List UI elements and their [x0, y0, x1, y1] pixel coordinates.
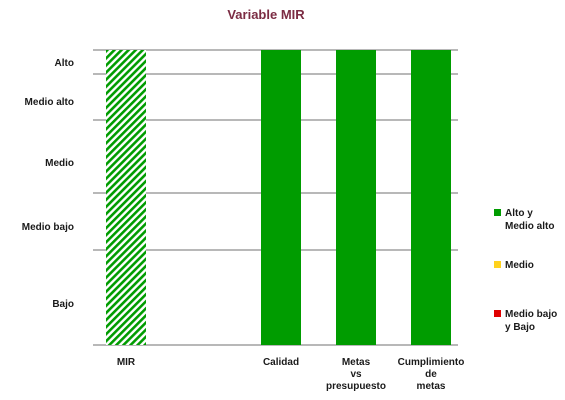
bars [106, 50, 451, 345]
legend-label-line: Medio alto [505, 221, 554, 232]
x-category-label: MIR [117, 357, 136, 368]
legend-label-line: Alto y [505, 208, 533, 219]
x-axis-labels: MIR Calidad Metas vs presupuesto Cumplimiento… [117, 357, 465, 392]
legend: Alto y Medio alto Medio Medio bajo y Bajo [494, 208, 557, 333]
chart-title: Variable MIR [227, 7, 305, 22]
y-level-label: Medio alto [25, 97, 74, 108]
y-level-label: Medio [45, 158, 74, 169]
legend-label: Medio [505, 260, 534, 271]
y-level-label: Bajo [52, 299, 74, 310]
y-axis-labels: Bajo Medio bajo Medio Medio alto Alto [22, 58, 74, 310]
x-category-label-line: Cumplimiento [398, 357, 465, 368]
bar-2 [336, 50, 376, 345]
bar-0 [106, 50, 146, 345]
legend-label-line: y Bajo [505, 322, 535, 333]
legend-label-line: Medio [505, 260, 534, 271]
x-category-label: Cumplimiento de metas [398, 357, 465, 392]
bar-1 [261, 50, 301, 345]
x-category-label-line: Metas [342, 357, 371, 368]
y-level-label: Alto [55, 58, 74, 69]
x-category-label-line: vs [350, 369, 362, 380]
legend-swatch [494, 261, 501, 268]
x-category-label: Metas vs presupuesto [326, 357, 386, 392]
x-category-label-line: MIR [117, 357, 136, 368]
bar-3 [411, 50, 451, 345]
legend-swatch [494, 209, 501, 216]
x-category-label: Calidad [263, 357, 299, 368]
x-category-label-line: de [425, 369, 437, 380]
legend-label: Alto y Medio alto [505, 208, 554, 232]
legend-swatch [494, 310, 501, 317]
y-level-label: Medio bajo [22, 222, 74, 233]
legend-label: Medio bajo y Bajo [505, 309, 557, 333]
x-category-label-line: presupuesto [326, 381, 386, 392]
x-category-label-line: Calidad [263, 357, 299, 368]
legend-label-line: Medio bajo [505, 309, 557, 320]
x-category-label-line: metas [417, 381, 446, 392]
